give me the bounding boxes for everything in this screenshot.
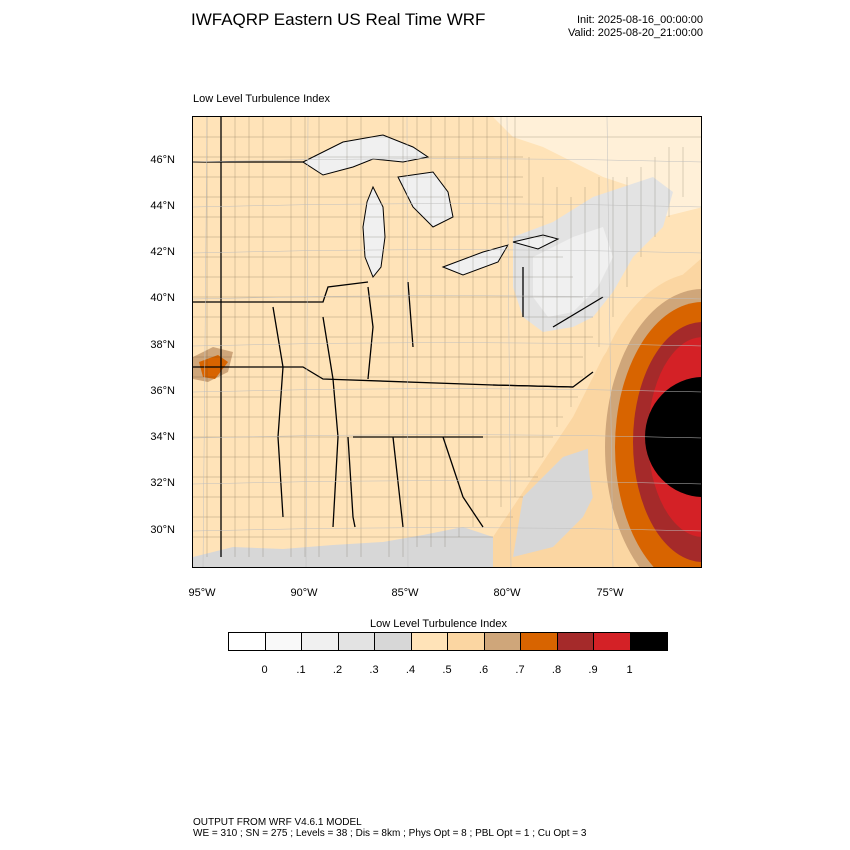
lat-label: 42°N xyxy=(150,246,175,258)
colorbar-title: Low Level Turbulence Index xyxy=(370,618,507,630)
colorbar-tick-label: .3 xyxy=(369,664,379,676)
lake-superior xyxy=(301,134,430,176)
lon-label: 75°W xyxy=(596,587,624,599)
grey-patch-coast xyxy=(513,447,603,557)
colorbar-tick-label: .5 xyxy=(442,664,452,676)
chart-title: IWFAQRP Eastern US Real Time WRF xyxy=(191,10,486,29)
lon-label: 80°W xyxy=(493,587,521,599)
colorbar-segment xyxy=(521,633,558,650)
colorbar-tick-label: 0 xyxy=(261,664,268,676)
colorbar-tick-label: .6 xyxy=(478,664,489,676)
northeast-light-region xyxy=(533,227,613,317)
colorbar-segment xyxy=(630,633,667,650)
colorbar-tick-label: .1 xyxy=(296,664,306,676)
lon-label: 95°W xyxy=(188,587,216,599)
colorbar-tick-label: .2 xyxy=(332,664,343,676)
lake-erie xyxy=(441,244,510,276)
colorbar-segment xyxy=(484,633,521,650)
colorbar-segment xyxy=(557,633,594,650)
lat-label: 46°N xyxy=(150,154,175,166)
init-time: Init: 2025-08-16_00:00:00 xyxy=(577,14,703,26)
lat-label: 34°N xyxy=(150,431,175,443)
lat-label: 30°N xyxy=(150,524,175,536)
colorbar-segment xyxy=(265,633,302,650)
valid-time: Valid: 2025-08-20_21:00:00 xyxy=(568,27,703,39)
colorbar-tick-label: .8 xyxy=(551,664,562,676)
graticule xyxy=(193,117,701,567)
lat-label: 36°N xyxy=(150,385,175,397)
colorbar-segment xyxy=(411,633,448,650)
colorbar-tick-label: .9 xyxy=(588,664,598,676)
colorbar-segment xyxy=(302,633,339,650)
map-panel xyxy=(192,116,702,568)
lat-label: 32°N xyxy=(150,477,175,489)
footer-line-1: OUTPUT FROM WRF V4.6.1 MODEL xyxy=(193,817,362,828)
colorbar-segment xyxy=(229,633,266,650)
footer-line-2: WE = 310 ; SN = 275 ; Levels = 38 ; Dis … xyxy=(193,828,587,839)
lat-label: 40°N xyxy=(150,292,175,304)
colorbar-segment xyxy=(448,633,485,650)
map-svg xyxy=(193,117,701,567)
model-footer: OUTPUT FROM WRF V4.6.1 MODEL WE = 310 ; … xyxy=(193,817,586,839)
lake-ontario xyxy=(512,234,560,250)
county-grid xyxy=(193,117,701,557)
colorbar-tick-label: .7 xyxy=(515,664,525,676)
lon-label: 85°W xyxy=(391,587,419,599)
field-label: Low Level Turbulence Index xyxy=(193,93,330,105)
colorbar-segment xyxy=(375,633,412,650)
colorbar-tick-label: 1 xyxy=(626,664,633,676)
lat-label: 38°N xyxy=(150,339,175,351)
lat-label: 44°N xyxy=(150,200,175,212)
colorbar-segment xyxy=(594,633,631,650)
colorbar xyxy=(228,632,668,651)
colorbar-tick-label: .4 xyxy=(405,664,416,676)
colorbar-segment xyxy=(338,633,375,650)
lon-label: 90°W xyxy=(290,587,318,599)
